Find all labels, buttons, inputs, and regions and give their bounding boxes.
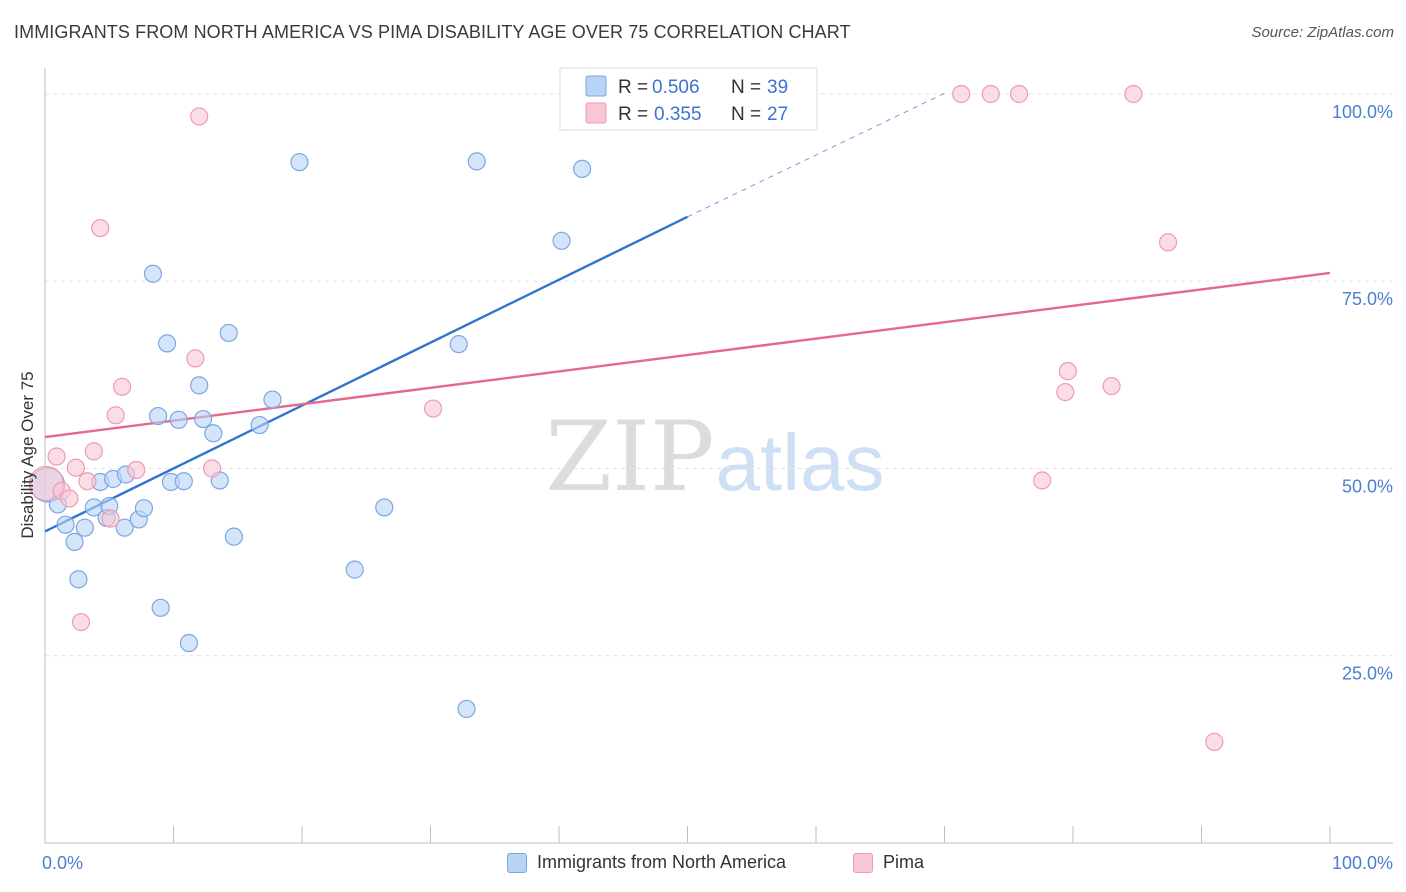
y-tick-label: 50.0% [1342, 476, 1393, 496]
source-credit: Source: ZipAtlas.com [1251, 24, 1394, 41]
bottom-legend: Immigrants from North America Pima [0, 852, 1406, 878]
pink-data-point [1056, 382, 1075, 402]
blue-data-point [179, 633, 199, 653]
legend-blue-n-label: N = [731, 77, 761, 98]
legend-pink-n-value: 27 [767, 104, 788, 125]
y-tick-label: 100.0% [1332, 102, 1393, 122]
pink-data-point [91, 218, 110, 238]
axes [44, 68, 1393, 844]
legend-blue-n-value: 39 [767, 77, 788, 98]
chart-title: IMMIGRANTS FROM NORTH AMERICA VS PIMA DI… [14, 22, 851, 42]
legend-blue-r-value: 0.506 [652, 77, 700, 98]
trend-lines [44, 92, 1331, 533]
legend-pink-r-value: 0.355 [654, 104, 702, 125]
trend-line-blue-extension [687, 92, 945, 218]
y-tick-label: 75.0% [1342, 289, 1393, 309]
bottom-legend-blue: Immigrants from North America [507, 852, 786, 873]
blue-data-point [263, 390, 282, 409]
pink-data-point [1058, 362, 1077, 381]
blue-data-point [190, 376, 209, 395]
watermark-atlas: atlas [716, 418, 885, 507]
bottom-legend-pink: Pima [853, 852, 924, 873]
blue-data-point [65, 532, 84, 551]
blue-data-point [467, 152, 486, 171]
blue-data-point [169, 410, 188, 429]
pink-data-point [84, 442, 103, 461]
pink-data-point [60, 489, 79, 508]
blue-data-point [573, 159, 592, 178]
blue-data-point [345, 560, 364, 579]
legend: R = 0.506 N = 39 R = 0.355 N = 27 [559, 67, 818, 131]
watermark: ZIP atlas [545, 401, 884, 513]
pink-data-point [1158, 233, 1178, 252]
bottom-legend-blue-swatch [507, 852, 527, 873]
blue-data-point [457, 699, 476, 719]
pink-data-point [127, 460, 146, 480]
blue-data-point [157, 334, 177, 353]
pink-data-point [101, 509, 120, 528]
trend-line-pink [44, 271, 1331, 439]
blue-data-point [115, 518, 134, 537]
pink-data-point [981, 84, 1000, 104]
bottom-legend-blue-label: Immigrants from North America [537, 852, 787, 872]
pink-data-point [71, 612, 91, 632]
bottom-legend-pink-label: Pima [883, 852, 925, 872]
pink-data-point [106, 406, 125, 425]
pink-data-point [190, 107, 209, 126]
blue-data-point [148, 406, 168, 426]
y-tick-labels: 25.0% 50.0% 75.0% 100.0% [1332, 102, 1393, 684]
pink-data-point [1124, 84, 1143, 104]
pink-data-point [202, 459, 222, 478]
pink-data-point [952, 84, 971, 104]
pink-data-point [423, 399, 443, 418]
blue-data-point [290, 153, 309, 172]
x-tick-labels: 0.0% 100.0% [42, 853, 1393, 873]
data-points [28, 84, 1224, 751]
legend-blue-r-label: R = [618, 77, 648, 98]
pink-data-point [1009, 84, 1029, 104]
blue-data-point [143, 264, 163, 283]
pink-data-point [1205, 732, 1224, 751]
blue-data-point [224, 527, 243, 546]
legend-pink-swatch [585, 102, 607, 124]
pink-data-point [1102, 376, 1121, 396]
trend-line-blue [44, 215, 689, 533]
blue-data-point [552, 231, 571, 250]
blue-data-point [174, 472, 193, 491]
pink-data-point [78, 472, 97, 491]
y-tick-label: 25.0% [1342, 664, 1393, 684]
pink-data-point [1033, 471, 1052, 490]
watermark-zip: ZIP [545, 401, 714, 513]
blue-data-point [250, 415, 269, 435]
blue-data-point [151, 598, 170, 617]
y-axis-label: Disability Age Over 75 [18, 371, 37, 538]
gridlines [45, 93, 1393, 657]
blue-data-point [193, 409, 213, 429]
legend-pink-r-label: R = [618, 104, 648, 125]
blue-data-point [56, 515, 75, 534]
pink-data-point [47, 447, 66, 466]
legend-blue-swatch [585, 75, 607, 97]
pink-data-point [112, 377, 132, 396]
blue-data-point [219, 323, 238, 343]
blue-data-point [204, 424, 223, 443]
x-tick-label: 100.0% [1332, 853, 1393, 873]
blue-data-point [449, 335, 468, 354]
pink-data-point [66, 458, 85, 477]
legend-pink-n-label: N = [731, 104, 761, 125]
bottom-legend-pink-swatch [853, 852, 873, 873]
blue-data-point [69, 570, 88, 589]
blue-data-point [75, 518, 94, 537]
pink-data-point [186, 349, 205, 368]
blue-data-point [134, 499, 154, 518]
blue-data-point [375, 498, 394, 517]
x-tick-label: 0.0% [42, 853, 83, 873]
